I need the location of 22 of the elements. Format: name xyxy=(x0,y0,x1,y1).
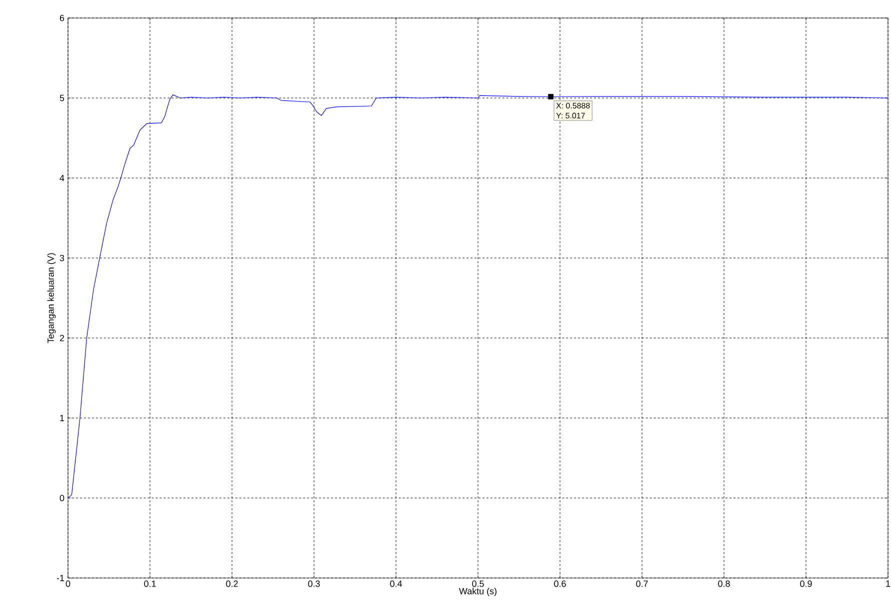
y-tick-label: 2 xyxy=(60,334,64,342)
y-tick-label: 0 xyxy=(60,494,64,502)
x-tick-label: 0.6 xyxy=(554,580,566,587)
x-tick-label: 0.7 xyxy=(636,580,648,587)
y-tick-label: 4 xyxy=(60,174,64,182)
x-tick-label: 0.3 xyxy=(308,580,320,587)
x-axis-title: Waktu (s) xyxy=(459,588,496,596)
x-tick-label: 0.1 xyxy=(144,580,156,587)
x-tick-label: 0.2 xyxy=(226,580,238,587)
line-series xyxy=(68,94,888,498)
y-tick-label: 1 xyxy=(60,414,64,422)
y-axis-title: Tegangan keluaran (V) xyxy=(47,253,56,344)
x-tick-label: 0.4 xyxy=(390,580,402,587)
y-tick-label: 6 xyxy=(60,14,64,22)
x-tick-label: 0.5 xyxy=(472,580,484,587)
y-tick-label: 5 xyxy=(60,94,64,102)
x-tick-label: 1 xyxy=(886,580,890,587)
x-tick-label: 0 xyxy=(66,580,70,587)
y-tick-label: 3 xyxy=(60,254,64,262)
x-tick-label: 0.8 xyxy=(718,580,730,587)
x-tick-label: 0.9 xyxy=(800,580,812,587)
y-tick-label: -1 xyxy=(56,574,64,582)
